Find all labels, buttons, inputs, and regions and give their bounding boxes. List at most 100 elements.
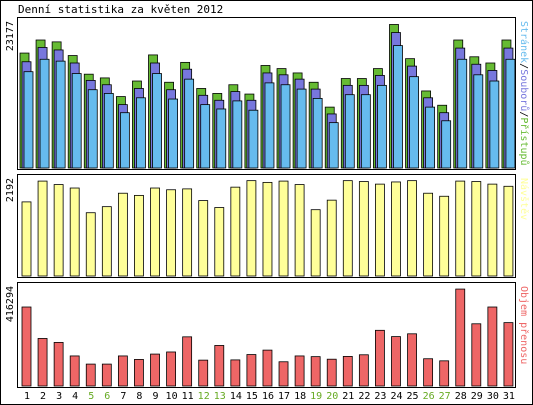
bar-objem-p-enosu-day-28 [455, 288, 466, 387]
bar-str-nek-day-1 [23, 71, 34, 169]
x-tick-label: 26 [423, 391, 435, 402]
bar-objem-p-enosu-day-15 [246, 354, 257, 387]
bar-str-nek-day-30 [489, 80, 500, 169]
bar-objem-p-enosu-day-4 [69, 355, 80, 387]
bar-objem-p-enosu-day-16 [262, 349, 273, 387]
x-tick-label: 10 [166, 391, 178, 402]
x-tick-label: 19 [310, 391, 322, 402]
bar-str-nek-day-6 [103, 93, 114, 169]
bar-objem-p-enosu-day-2 [37, 338, 48, 387]
bar-n-v-t-v-day-30 [487, 183, 498, 277]
bar-n-v-t-v-day-12 [198, 200, 209, 277]
bar-str-nek-day-19 [312, 98, 323, 169]
panel-hits-files-pages: 23177 Stránek/Souborů/Přístupů [5, 17, 530, 170]
ymax-label: 2192 [5, 178, 16, 202]
bar-str-nek-day-25 [409, 76, 419, 169]
bar-n-v-t-v-day-19 [310, 209, 321, 277]
x-tick-label: 4 [72, 391, 78, 402]
bar-n-v-t-v-day-16 [262, 181, 273, 277]
bar-n-v-t-v-day-14 [230, 186, 241, 277]
legend-entry: / [518, 63, 529, 69]
x-tick-label: 30 [487, 391, 499, 402]
bar-objem-p-enosu-day-30 [487, 306, 498, 387]
bar-n-v-t-v-day-23 [375, 183, 385, 277]
bar-n-v-t-v-day-18 [294, 184, 305, 277]
bar-n-v-t-v-day-10 [166, 189, 176, 277]
legend: Stránek/Souborů/Přístupů [518, 21, 530, 166]
x-tick-label: 16 [262, 391, 274, 402]
bar-objem-p-enosu-day-29 [471, 323, 482, 387]
bar-str-nek-day-24 [393, 45, 403, 169]
bar-str-nek-day-27 [441, 120, 452, 169]
panel-visits: 2192 Návštěv [5, 174, 530, 278]
bar-str-nek-day-5 [87, 89, 98, 169]
bar-objem-p-enosu-day-1 [21, 306, 32, 387]
panel-frame [17, 17, 516, 170]
bar-objem-p-enosu-day-9 [150, 353, 160, 387]
bar-n-v-t-v-day-5 [85, 212, 96, 277]
bar-objem-p-enosu-day-3 [53, 342, 64, 387]
bar-str-nek-day-2 [39, 58, 50, 169]
bar-str-nek-day-20 [328, 122, 339, 169]
x-tick-label: 29 [471, 391, 483, 402]
x-tick-label: 1 [24, 391, 30, 402]
x-tick-label: 11 [182, 391, 194, 402]
bar-objem-p-enosu-day-31 [503, 322, 514, 387]
bar-objem-p-enosu-day-10 [166, 351, 176, 387]
x-tick-label: 27 [439, 391, 451, 402]
x-tick-label: 3 [56, 391, 62, 402]
bar-n-v-t-v-day-6 [101, 206, 112, 277]
bar-str-nek-day-22 [360, 94, 371, 169]
bar-str-nek-day-18 [296, 88, 307, 169]
bar-objem-p-enosu-day-25 [407, 333, 417, 387]
bar-str-nek-day-10 [168, 98, 178, 169]
bar-n-v-t-v-day-21 [342, 180, 353, 277]
bar-str-nek-day-28 [457, 58, 468, 169]
bar-str-nek-day-26 [425, 106, 436, 169]
bar-objem-p-enosu-day-13 [214, 345, 225, 387]
ymax-label: 23177 [5, 21, 16, 51]
panel-frame [17, 282, 516, 388]
bar-str-nek-day-21 [344, 94, 355, 169]
x-tick-label: 25 [407, 391, 419, 402]
bar-objem-p-enosu-day-26 [423, 358, 434, 387]
bar-n-v-t-v-day-24 [391, 181, 401, 277]
bar-n-v-t-v-day-20 [326, 199, 337, 277]
x-tick-label: 12 [198, 391, 210, 402]
bar-str-nek-day-14 [232, 100, 243, 169]
ymax-label: 416294 [5, 286, 16, 322]
bar-str-nek-day-15 [248, 109, 259, 169]
bar-n-v-t-v-day-9 [150, 187, 160, 277]
x-tick-label: 9 [153, 391, 159, 402]
bar-objem-p-enosu-day-24 [391, 336, 401, 387]
bar-str-nek-day-9 [152, 73, 162, 169]
bar-n-v-t-v-day-22 [358, 181, 369, 277]
x-tick-label: 17 [278, 391, 290, 402]
bar-str-nek-day-13 [216, 108, 227, 169]
panel-frame [17, 174, 516, 278]
bar-n-v-t-v-day-15 [246, 180, 257, 277]
bar-str-nek-day-11 [184, 78, 195, 169]
x-tick-label: 22 [358, 391, 370, 402]
bar-objem-p-enosu-day-18 [294, 355, 305, 387]
panel-kbytes: 416294 Objem přenosu [5, 282, 530, 388]
legend: Návštěv [518, 178, 530, 220]
x-tick-label: 5 [88, 391, 94, 402]
bar-objem-p-enosu-day-23 [375, 329, 385, 387]
bar-objem-p-enosu-day-5 [85, 363, 96, 387]
legend-entry: Souborů [518, 69, 530, 111]
bar-n-v-t-v-day-17 [278, 180, 289, 277]
chart-title: Denní statistika za květen 2012 [18, 3, 223, 16]
bar-n-v-t-v-day-13 [214, 207, 225, 277]
bar-n-v-t-v-day-29 [471, 181, 482, 277]
x-tick-label: 14 [230, 391, 242, 402]
bar-objem-p-enosu-day-6 [101, 363, 112, 387]
bar-n-v-t-v-day-11 [182, 188, 193, 277]
x-tick-label: 20 [326, 391, 338, 402]
bar-n-v-t-v-day-26 [423, 192, 434, 277]
bar-objem-p-enosu-day-21 [342, 356, 353, 387]
bar-objem-p-enosu-day-7 [117, 355, 128, 387]
bar-str-nek-day-16 [264, 82, 275, 169]
legend-entry: / [518, 111, 529, 117]
